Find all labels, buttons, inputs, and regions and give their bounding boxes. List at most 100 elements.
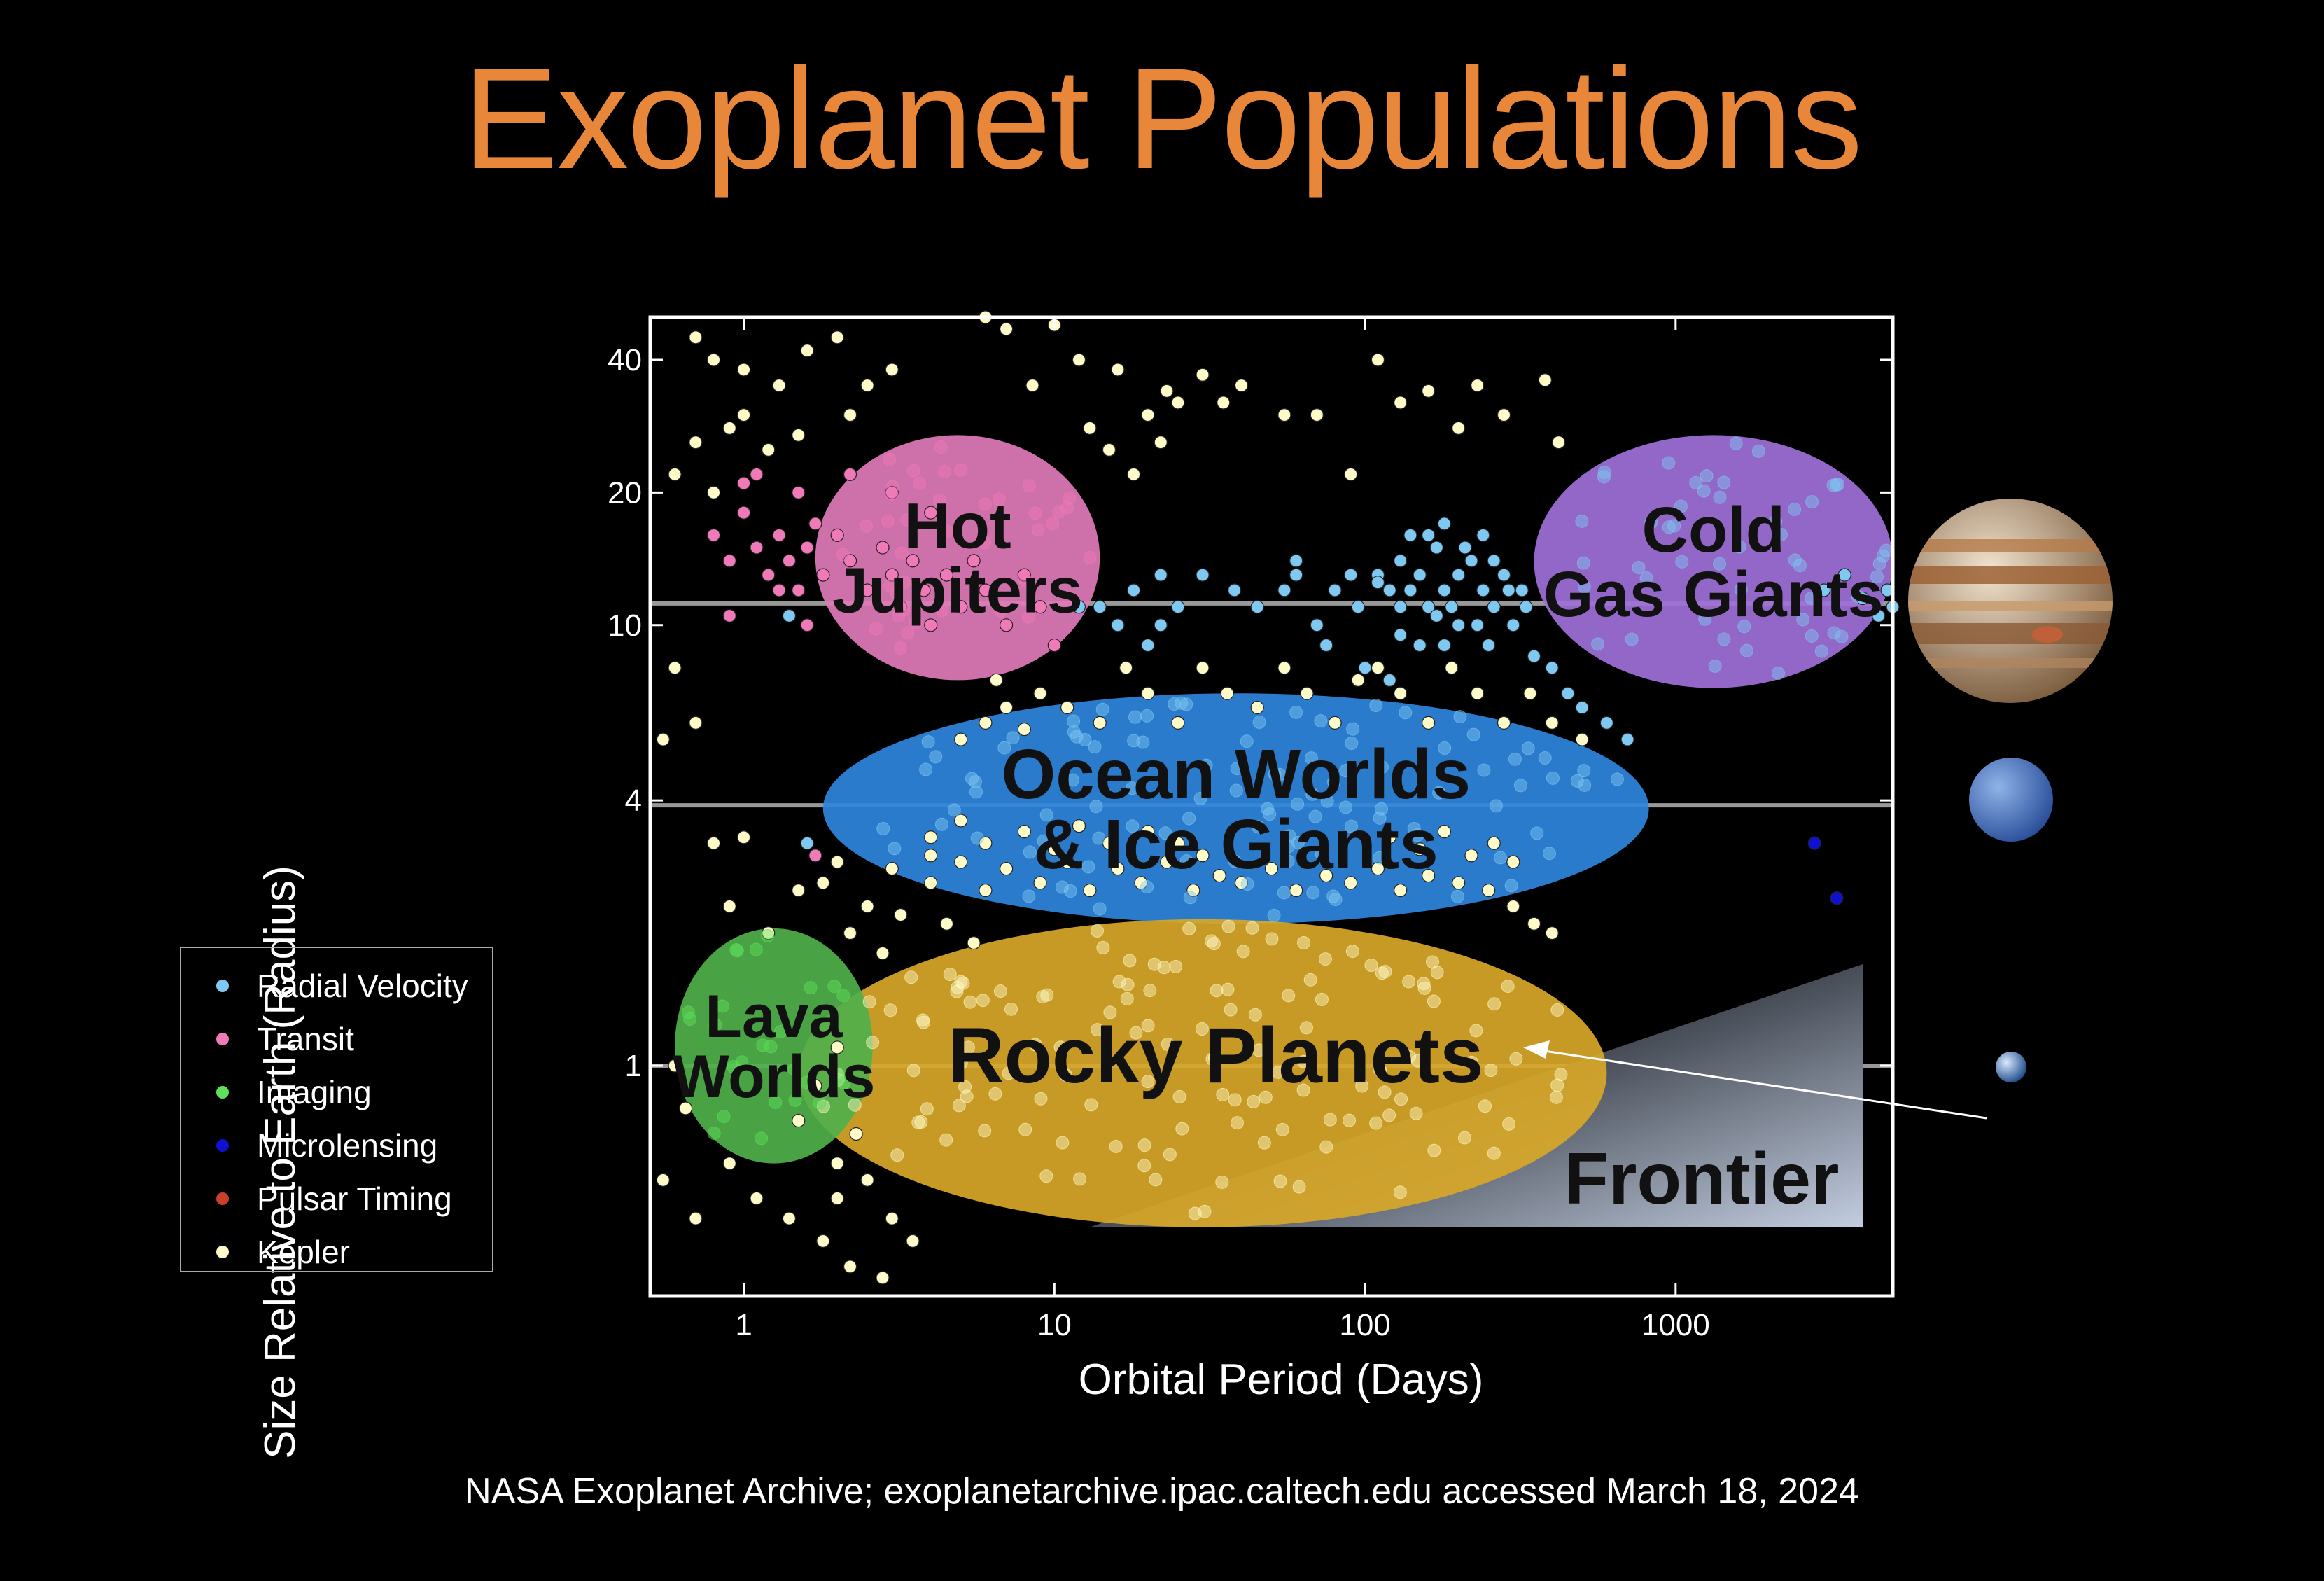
data-point	[1527, 649, 1541, 663]
data-point	[954, 814, 968, 828]
data-point	[1576, 556, 1590, 570]
region-label: Worlds	[672, 1043, 875, 1110]
data-point	[999, 700, 1014, 715]
data-point	[891, 609, 905, 623]
data-point	[939, 1133, 953, 1147]
legend-item: Imaging	[181, 1066, 492, 1119]
data-point	[1327, 775, 1341, 789]
data-point	[1292, 1180, 1306, 1194]
data-point	[1250, 700, 1264, 715]
data-point	[1438, 741, 1452, 755]
data-point	[1140, 880, 1154, 894]
data-point	[1771, 667, 1785, 681]
data-point	[1427, 994, 1441, 1008]
data-point	[1674, 499, 1688, 513]
data-point	[1407, 821, 1421, 835]
data-point	[934, 440, 948, 454]
data-point	[1297, 935, 1311, 949]
data-point	[1141, 1019, 1155, 1033]
data-point	[816, 1099, 830, 1113]
data-point	[1073, 1172, 1087, 1186]
data-point	[967, 936, 981, 950]
data-point	[1717, 475, 1731, 489]
data-point	[1546, 771, 1560, 785]
data-point	[1291, 835, 1305, 849]
data-point	[1017, 568, 1031, 582]
data-point	[1021, 610, 1035, 624]
data-point	[1465, 1055, 1479, 1069]
data-point	[1577, 580, 1591, 594]
data-point	[1409, 1106, 1423, 1120]
data-point	[736, 363, 751, 377]
data-point	[1234, 378, 1249, 393]
data-point	[1089, 800, 1103, 814]
legend-label: Imaging	[257, 1074, 372, 1110]
legend-item: Kepler	[181, 1225, 492, 1279]
data-point	[722, 608, 736, 623]
data-point	[792, 583, 806, 597]
data-point	[1083, 550, 1097, 564]
data-point	[1477, 763, 1491, 777]
series-kepler	[656, 310, 1589, 1285]
data-point	[1504, 879, 1518, 893]
data-point	[808, 517, 822, 531]
data-point	[782, 554, 797, 568]
data-point	[1072, 819, 1086, 833]
data-point	[1222, 919, 1236, 933]
data-point	[1410, 1054, 1424, 1068]
data-point	[1527, 917, 1541, 931]
data-point	[1141, 686, 1155, 700]
data-point	[1215, 1175, 1229, 1189]
data-point	[1700, 469, 1714, 483]
data-point	[1252, 715, 1266, 729]
data-point	[1506, 899, 1520, 914]
data-point	[1196, 368, 1210, 382]
legend-swatch	[216, 980, 229, 992]
data-point	[1031, 523, 1045, 537]
data-point	[1194, 791, 1208, 805]
data-point	[1453, 710, 1467, 724]
data-point	[1751, 444, 1765, 458]
data-point	[1437, 517, 1451, 531]
data-point	[1083, 421, 1097, 436]
data-point	[782, 608, 797, 623]
data-point	[1022, 479, 1036, 493]
data-point	[1278, 661, 1292, 675]
data-point	[843, 1260, 858, 1274]
data-point	[1195, 1022, 1209, 1036]
data-point	[1805, 629, 1819, 643]
data-point	[656, 732, 670, 746]
data-point	[906, 464, 920, 478]
data-point	[906, 1234, 920, 1248]
data-point	[1257, 1136, 1271, 1150]
data-point	[1088, 740, 1102, 754]
data-point	[1033, 686, 1047, 700]
data-point	[1060, 700, 1074, 715]
data-point	[1240, 734, 1254, 748]
data-point	[1831, 478, 1845, 492]
data-point	[1422, 528, 1436, 542]
data-point	[1374, 802, 1388, 816]
data-point	[830, 1040, 844, 1054]
data-point	[988, 1087, 1002, 1101]
data-point	[1835, 629, 1849, 643]
data-point	[1382, 830, 1396, 844]
data-point	[1323, 1113, 1337, 1127]
data-point	[1154, 618, 1168, 632]
data-point	[1216, 1087, 1230, 1101]
region-label: Rocky Planets	[948, 1012, 1484, 1099]
data-point	[1394, 1092, 1408, 1106]
data-point	[706, 353, 721, 367]
data-point	[772, 583, 786, 597]
data-point	[1240, 877, 1254, 891]
data-point	[1418, 981, 1432, 995]
data-point	[1168, 697, 1182, 711]
data-point	[1851, 590, 1865, 604]
data-point	[1378, 965, 1392, 979]
data-point	[800, 344, 814, 358]
data-point	[1230, 762, 1244, 776]
data-point	[1371, 353, 1385, 367]
data-point	[1662, 520, 1676, 534]
data-point	[1478, 1099, 1492, 1113]
data-point	[1171, 396, 1185, 410]
